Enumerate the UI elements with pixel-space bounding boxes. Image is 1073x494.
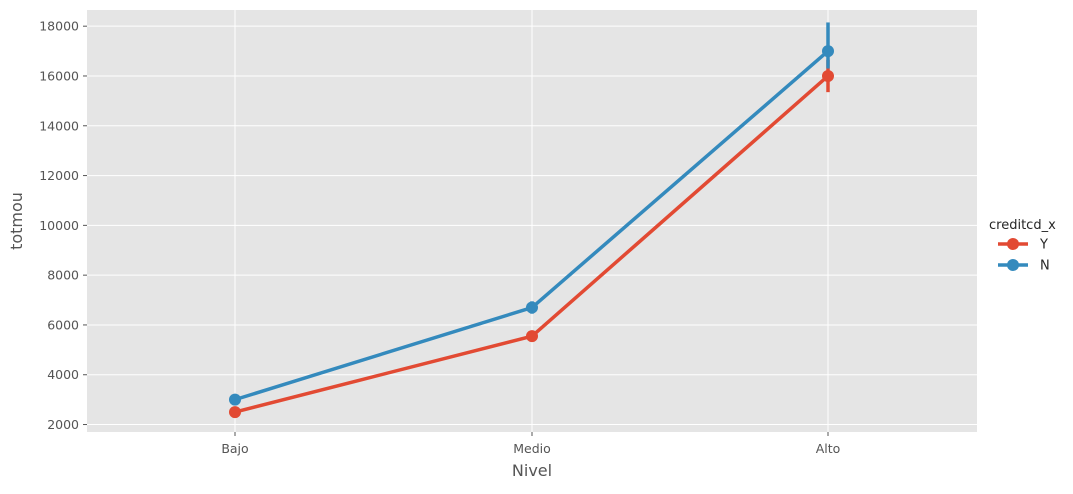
- legend-label: N: [1040, 259, 1050, 274]
- y-tick-label: 8000: [47, 268, 79, 283]
- data-point: [822, 69, 834, 82]
- y-tick-label: 2000: [47, 417, 79, 432]
- y-tick-labels: 2000 4000 6000 8000 10000 12000 14000 16000 1800…: [39, 19, 87, 432]
- legend-swatch-marker: [1007, 238, 1019, 250]
- y-axis-label: totmou: [7, 192, 26, 250]
- legend-swatch-marker: [1007, 259, 1019, 271]
- data-point: [526, 301, 538, 314]
- y-tick-label: 18000: [39, 19, 79, 34]
- x-axis-label: Nivel: [512, 461, 552, 480]
- legend-item-y: Y: [998, 238, 1048, 253]
- y-tick-label: 10000: [39, 218, 79, 233]
- y-tick-label: 14000: [39, 118, 79, 133]
- data-point: [229, 406, 241, 419]
- series-n: [229, 22, 834, 406]
- x-tick-label: Medio: [513, 441, 551, 456]
- y-tick-label: 4000: [47, 367, 79, 382]
- x-tick-labels: Bajo Medio Alto: [221, 432, 840, 456]
- x-tick-label: Bajo: [221, 441, 248, 456]
- data-point: [822, 45, 834, 58]
- legend-label: Y: [1039, 238, 1048, 253]
- legend-title: creditcd_x: [989, 218, 1056, 233]
- y-tick-label: 12000: [39, 168, 79, 183]
- x-tick-label: Alto: [816, 441, 841, 456]
- data-point: [526, 330, 538, 343]
- series-layer: [229, 22, 834, 419]
- y-tick-label: 6000: [47, 317, 79, 332]
- grid-lines: [87, 10, 977, 432]
- legend: creditcd_x YN: [989, 218, 1056, 274]
- legend-item-n: N: [998, 259, 1050, 274]
- data-point: [229, 393, 241, 406]
- y-tick-label: 16000: [39, 68, 79, 83]
